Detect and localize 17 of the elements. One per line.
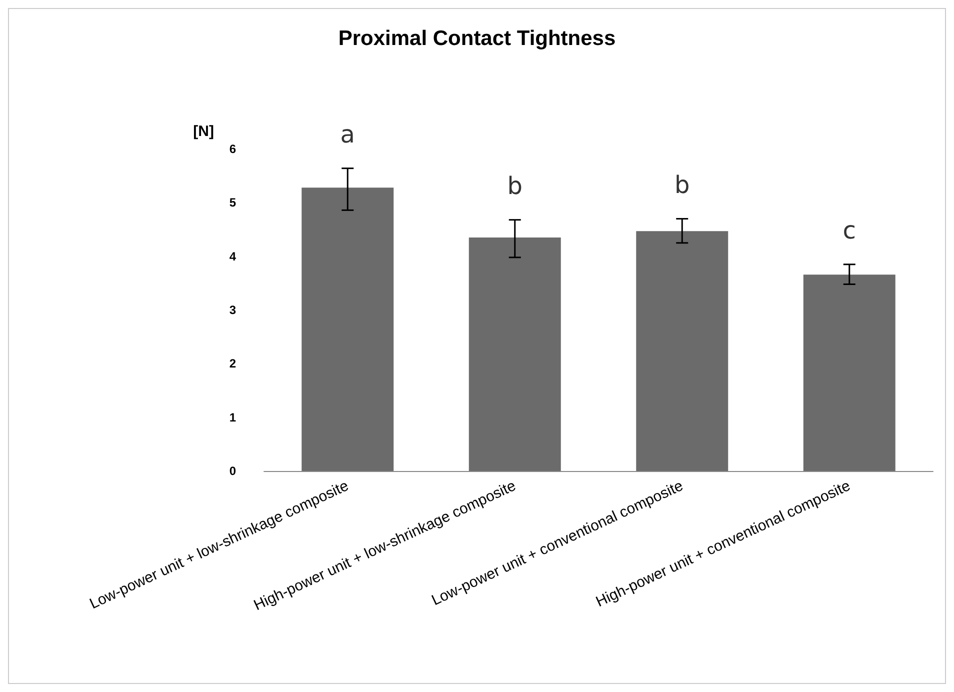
y-axis-title: [N] (193, 123, 214, 140)
bar (803, 274, 896, 471)
bar (468, 238, 561, 471)
y-tick-label: 5 (229, 196, 236, 210)
annotation: b (507, 172, 522, 200)
bar (636, 231, 728, 471)
text: a (340, 120, 355, 148)
y-tick-label: 3 (229, 303, 236, 317)
y-tick-label: 4 (229, 249, 236, 264)
annotation: b (674, 170, 690, 199)
y-tick-label: 0 (229, 464, 236, 478)
chart-title: Proximal Contact Tightness (338, 27, 616, 50)
y-tick-label: 1 (229, 410, 236, 424)
annotation: c (842, 216, 856, 244)
y-tick-label: 2 (229, 356, 236, 371)
y-tick-label: 6 (229, 142, 236, 156)
bar (302, 188, 394, 471)
